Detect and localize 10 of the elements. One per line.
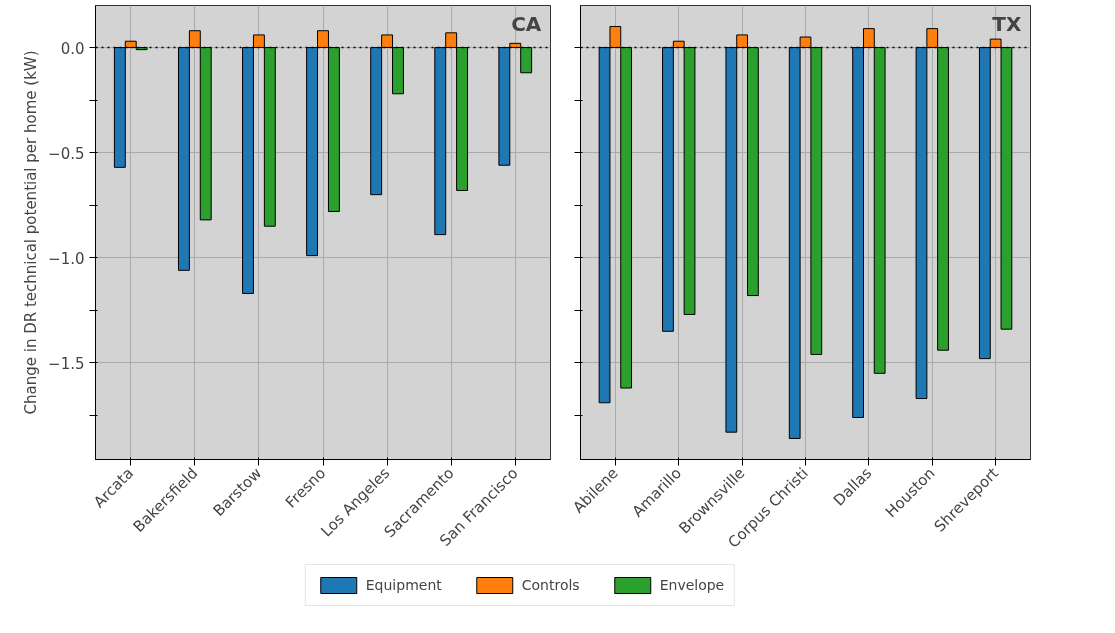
y-tick-label: −1.5 <box>48 354 85 373</box>
legend-label: Envelope <box>659 577 725 593</box>
y-axis-title: Change in DR technical potential per home (kW) <box>22 50 41 415</box>
y-tick-label: 0.0 <box>60 39 85 58</box>
chart-title: CA <box>511 11 542 36</box>
y-tick-label: −1.0 <box>48 249 85 268</box>
y-tick-label: −0.5 <box>48 144 85 163</box>
chart-title: TX <box>992 11 1022 36</box>
legend-label: Controls <box>521 577 580 593</box>
legend-label: Equipment <box>365 577 442 593</box>
